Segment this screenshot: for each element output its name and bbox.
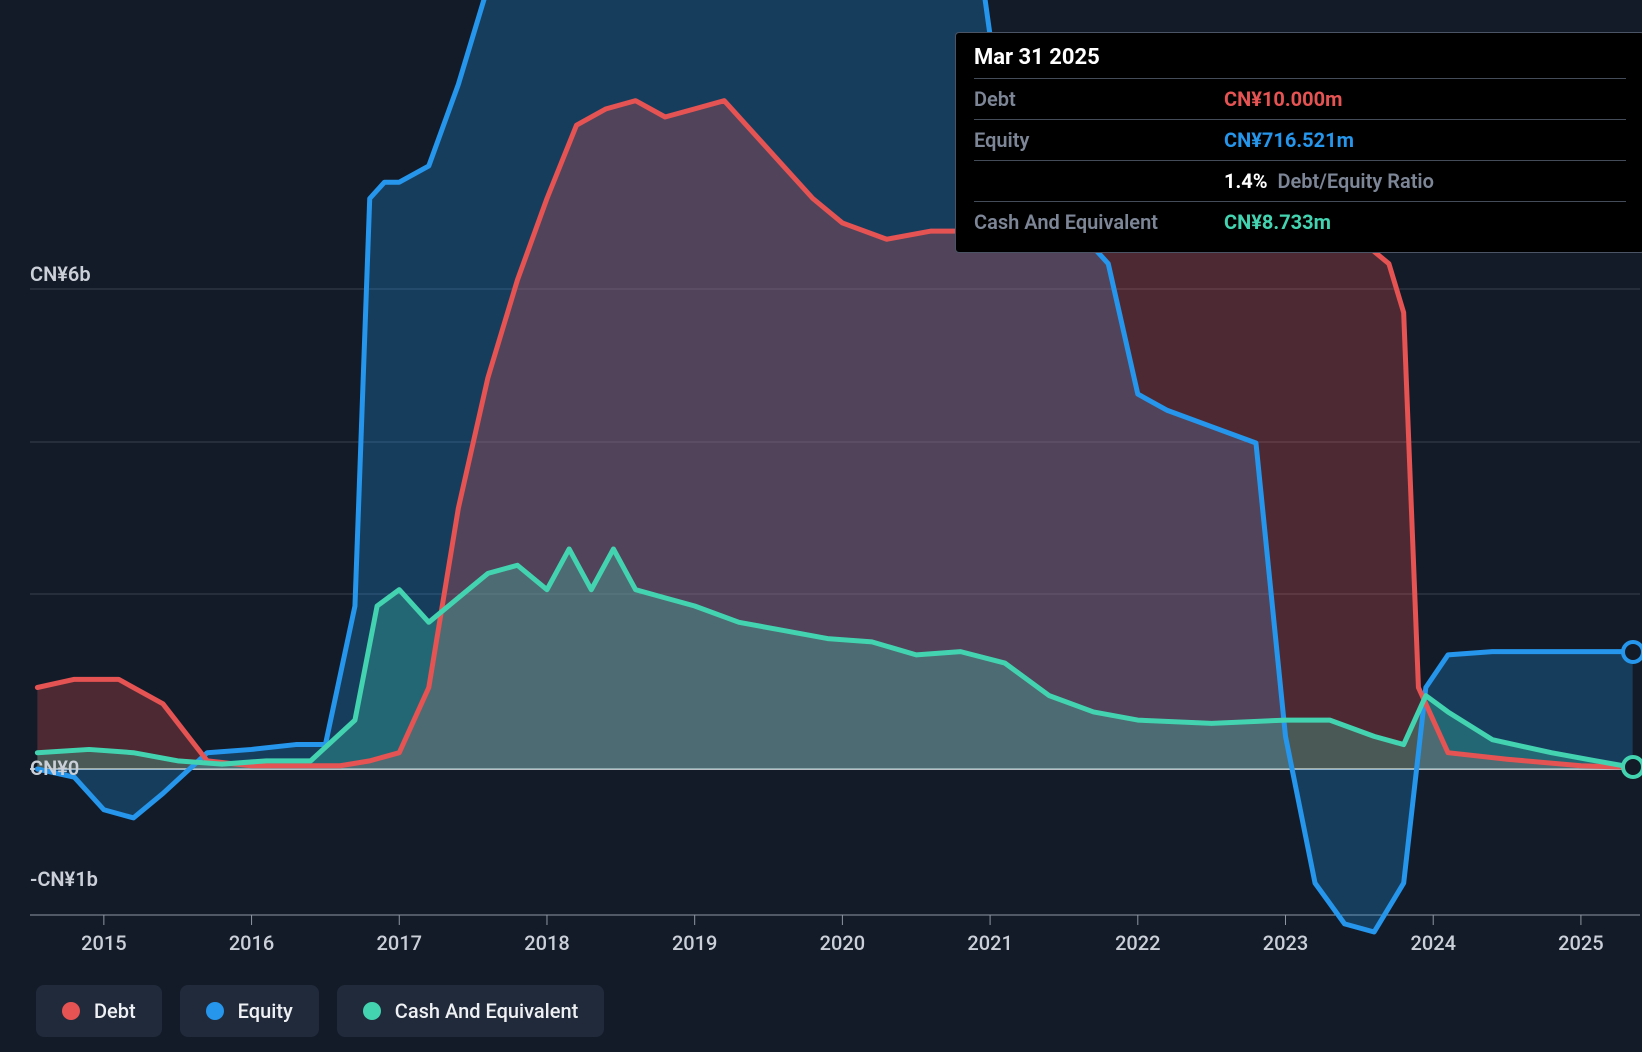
tooltip-label: Cash And Equivalent (974, 210, 1224, 234)
legend-item-cash[interactable]: Cash And Equivalent (337, 985, 605, 1037)
legend-dot-icon (62, 1002, 80, 1020)
tooltip-value-cash: CN¥8.733m (1224, 210, 1331, 234)
legend-dot-icon (206, 1002, 224, 1020)
chart-tooltip: Mar 31 2025 Debt CN¥10.000m Equity CN¥71… (955, 32, 1642, 253)
x-axis-tick-label: 2023 (1263, 931, 1308, 955)
y-axis-tick-label: CN¥6b (30, 262, 91, 286)
x-axis-tick-label: 2022 (1115, 931, 1160, 955)
legend-label: Equity (238, 999, 293, 1023)
x-axis-tick-label: 2018 (524, 931, 569, 955)
y-axis-tick-label: CN¥0 (30, 756, 79, 780)
tooltip-row-cash: Cash And Equivalent CN¥8.733m (974, 201, 1626, 242)
series-end-marker-icon (1621, 755, 1642, 779)
x-axis-tick-label: 2015 (81, 931, 126, 955)
legend-dot-icon (363, 1002, 381, 1020)
y-axis-tick-label: -CN¥1b (30, 867, 98, 891)
tooltip-ratio-value: 1.4% (1224, 169, 1268, 193)
tooltip-label-empty (974, 169, 1224, 193)
tooltip-row-ratio: 1.4% Debt/Equity Ratio (974, 160, 1626, 201)
chart-container: { "chart": { "type": "area-line", "backg… (0, 0, 1642, 1052)
legend-label: Cash And Equivalent (395, 999, 579, 1023)
tooltip-ratio: 1.4% Debt/Equity Ratio (1224, 169, 1434, 193)
tooltip-label: Debt (974, 87, 1224, 111)
x-axis-tick-label: 2016 (229, 931, 274, 955)
x-axis-tick-label: 2017 (377, 931, 422, 955)
x-axis-tick-label: 2019 (672, 931, 717, 955)
chart-legend: Debt Equity Cash And Equivalent (36, 985, 604, 1037)
legend-item-equity[interactable]: Equity (180, 985, 319, 1037)
legend-item-debt[interactable]: Debt (36, 985, 162, 1037)
series-end-marker-icon (1621, 640, 1642, 664)
legend-label: Debt (94, 999, 136, 1023)
x-axis-tick-label: 2025 (1558, 931, 1603, 955)
tooltip-value-equity: CN¥716.521m (1224, 128, 1354, 152)
x-axis-tick-label: 2020 (820, 931, 865, 955)
tooltip-date: Mar 31 2025 (974, 45, 1626, 78)
tooltip-row-debt: Debt CN¥10.000m (974, 78, 1626, 119)
x-axis-tick-label: 2021 (967, 931, 1012, 955)
tooltip-value-debt: CN¥10.000m (1224, 87, 1342, 111)
tooltip-label: Equity (974, 128, 1224, 152)
tooltip-ratio-label: Debt/Equity Ratio (1278, 169, 1434, 193)
tooltip-row-equity: Equity CN¥716.521m (974, 119, 1626, 160)
x-axis-tick-label: 2024 (1410, 931, 1455, 955)
